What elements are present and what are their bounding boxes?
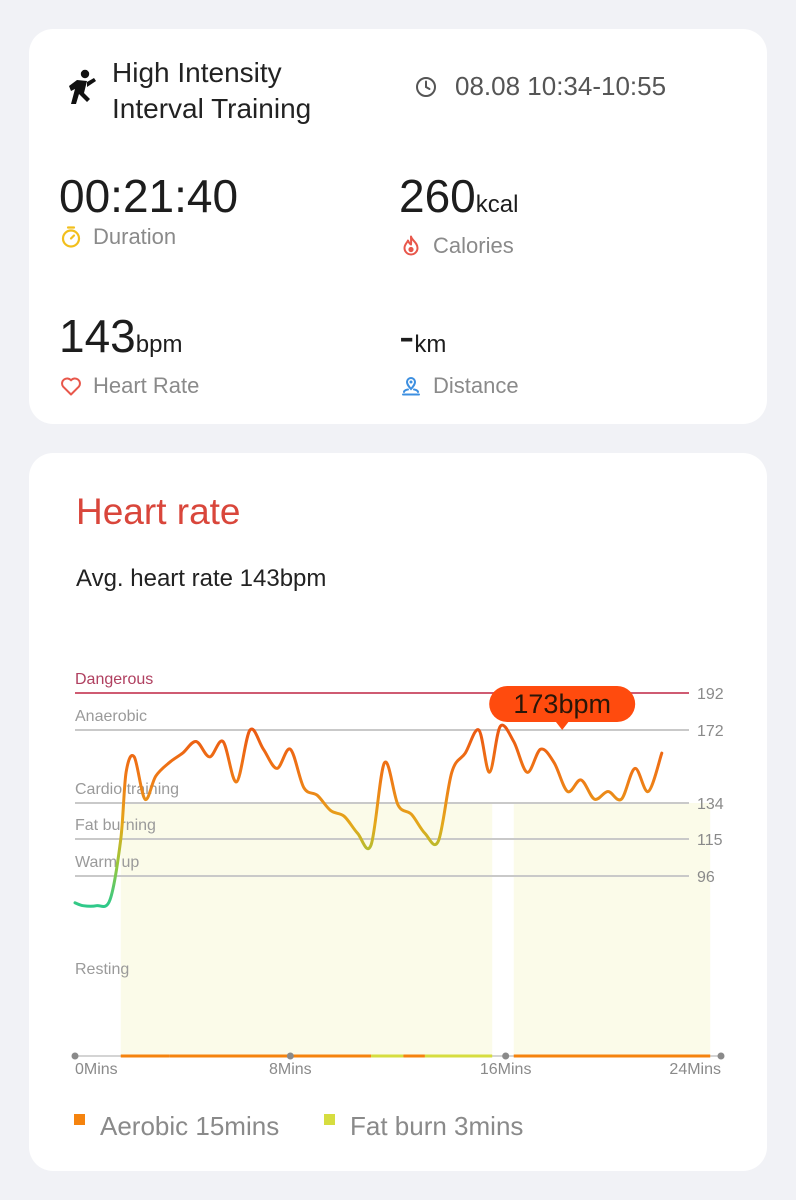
legend-fat-burn: Fat burn 3mins bbox=[324, 1111, 523, 1142]
workout-title: High Intensity Interval Training bbox=[112, 55, 311, 127]
peak-callout-pointer bbox=[555, 721, 570, 730]
zone-label-dangerous: Dangerous bbox=[75, 671, 153, 688]
distance-value: - bbox=[399, 310, 415, 362]
legend-fat-burn-label: Fat burn 3mins bbox=[350, 1111, 524, 1141]
x-tick-label-1: 8Mins bbox=[269, 1061, 312, 1078]
zone-label-resting: Resting bbox=[75, 961, 129, 978]
x-tick-dot-1 bbox=[286, 1052, 294, 1060]
distance-metric: -km Distance bbox=[399, 310, 519, 399]
x-tick-label-0: 0Mins bbox=[75, 1061, 118, 1078]
duration-label: Duration bbox=[93, 224, 177, 249]
heart-rate-label: Heart Rate bbox=[93, 373, 200, 398]
legend-aerobic-label: Aerobic 15mins bbox=[100, 1111, 280, 1141]
zone-threshold-cardio-training: 134 bbox=[697, 796, 724, 813]
heart-rate-value: 143 bbox=[59, 310, 136, 362]
x-tick-dot-2 bbox=[502, 1052, 510, 1060]
duration-metric: 00:21:40 Duration bbox=[59, 170, 238, 250]
zone-threshold-warm-up: 96 bbox=[697, 869, 715, 886]
shaded-range-2 bbox=[513, 803, 711, 1056]
stopwatch-icon bbox=[61, 226, 81, 248]
calories-value: 260 bbox=[399, 170, 476, 222]
zone-label-warm-up: Warm up bbox=[75, 854, 139, 871]
duration-value: 00:21:40 bbox=[59, 170, 239, 222]
peak-callout-label: 173bpm bbox=[513, 689, 611, 719]
x-tick-label-3: 24Mins bbox=[669, 1061, 721, 1078]
heart-rate-title: Heart rate bbox=[76, 491, 241, 532]
calories-unit: kcal bbox=[475, 191, 519, 218]
legend-fat-burn-swatch bbox=[324, 1114, 335, 1125]
calories-metric: 260kcal Calories bbox=[399, 170, 518, 259]
workout-title-line1: High Intensity bbox=[112, 57, 282, 88]
clock-icon bbox=[416, 76, 436, 97]
distance-unit: km bbox=[414, 331, 447, 358]
shaded-range-1 bbox=[120, 803, 493, 1056]
heart-rate-series-line bbox=[73, 723, 664, 909]
x-tick-dot-3 bbox=[717, 1052, 725, 1060]
zone-label-cardio-training: Cardio training bbox=[75, 781, 179, 798]
distance-label: Distance bbox=[433, 373, 519, 398]
heart-icon bbox=[61, 377, 81, 396]
zone-label-fat-burning: Fat burning bbox=[75, 817, 156, 834]
zone-threshold-dangerous: 192 bbox=[697, 686, 724, 703]
zone-threshold-fat-burning: 115 bbox=[697, 832, 723, 849]
running-person-icon bbox=[69, 69, 96, 104]
workout-time-range: 08.08 10:34-10:55 bbox=[415, 71, 666, 102]
time-range-text: 08.08 10:34-10:55 bbox=[455, 71, 667, 101]
peak-callout-bubble bbox=[489, 686, 636, 722]
location-pin-icon bbox=[402, 377, 420, 396]
calories-label: Calories bbox=[433, 233, 514, 258]
heart-rate-metric: 143bpm Heart Rate bbox=[59, 310, 199, 399]
zone-threshold-anaerobic: 172 bbox=[697, 723, 724, 740]
heart-rate-card: Heart rate Avg. heart rate 143bpm 192 Dan… bbox=[29, 453, 767, 1171]
legend-aerobic-swatch bbox=[74, 1114, 85, 1125]
heart-rate-unit: bpm bbox=[135, 331, 183, 358]
average-heart-rate: Avg. heart rate 143bpm bbox=[76, 565, 327, 592]
zone-label-anaerobic: Anaerobic bbox=[75, 708, 147, 725]
workout-title-line2: Interval Training bbox=[112, 93, 312, 124]
flame-icon bbox=[403, 235, 419, 256]
x-tick-label-2: 16Mins bbox=[480, 1061, 532, 1078]
heart-rate-chart: 192 Dangerous 172 Anaerobic 134 Cardio traini… bbox=[71, 671, 725, 1078]
workout-summary-card: High Intensity Interval Training 08.08 1… bbox=[29, 29, 767, 424]
x-tick-dot-0 bbox=[71, 1052, 79, 1060]
legend-aerobic: Aerobic 15mins bbox=[74, 1111, 279, 1142]
